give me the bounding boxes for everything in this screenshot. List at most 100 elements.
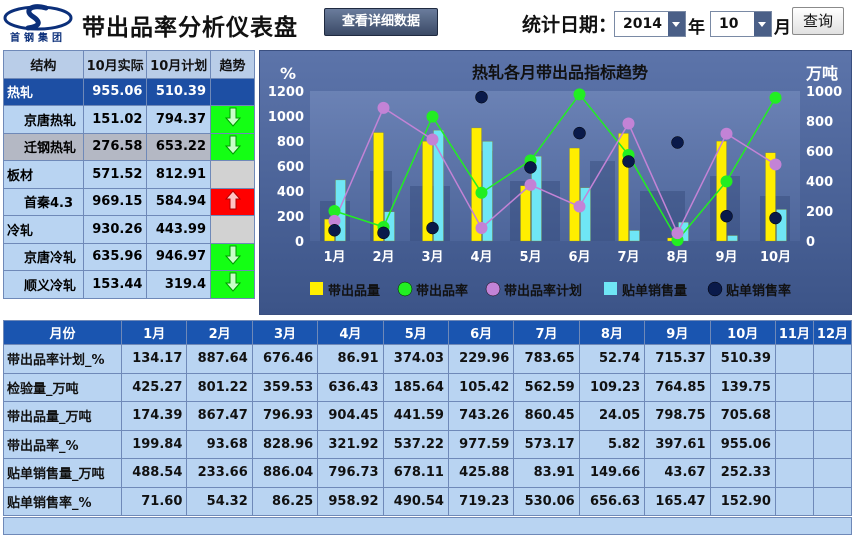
table-cell: 149.66 — [578, 458, 646, 488]
dot-output-rate — [769, 91, 782, 104]
structure-row[interactable]: 首秦4.3 969.15 584.94 — [3, 187, 255, 216]
table-cell — [812, 429, 853, 459]
left-tick-label: 200 — [277, 210, 304, 225]
left-tick-label: 1000 — [268, 110, 304, 125]
table-cell: 86.25 — [251, 486, 319, 516]
right-tick-label: 200 — [806, 205, 833, 220]
dot-output-rate — [475, 186, 488, 199]
x-tick-label: 6月 — [568, 250, 590, 265]
table-cell — [774, 486, 814, 516]
row-label: 检验量_万吨 — [3, 372, 122, 402]
table-cell: 71.60 — [120, 486, 188, 516]
table-cell: 676.46 — [251, 344, 319, 374]
table-cell: 678.11 — [382, 458, 449, 488]
arrow-down-icon — [224, 272, 241, 293]
table-cell: 573.17 — [513, 429, 580, 459]
bar-sales-volume — [727, 235, 738, 242]
table-row: 贴单销售率_% 71.60 54.32 86.25 958.92 490.54 719.23… — [3, 486, 853, 516]
arrow-down-icon — [224, 245, 241, 265]
row-label: 带出品率_% — [3, 429, 122, 459]
table-cell: 886.04 — [251, 458, 319, 488]
table-cell: 165.47 — [644, 486, 711, 516]
x-tick-label: 10月 — [760, 250, 791, 265]
structure-plan-cell: 584.94 — [146, 187, 211, 216]
bar-sales-volume — [629, 230, 640, 242]
table-cell: 397.61 — [644, 429, 711, 459]
dot-output-rate-plan — [769, 158, 782, 171]
table-cell: 52.74 — [578, 344, 646, 374]
legend-output-volume-swatch — [310, 282, 323, 295]
trend-cell — [210, 77, 255, 106]
table-cell: 233.66 — [186, 458, 253, 488]
table-row: 检验量_万吨 425.27 801.22 359.53 636.43 185.64 105.… — [3, 372, 853, 402]
table-cell: 105.42 — [447, 372, 515, 402]
month-col-header: 8月 — [578, 320, 646, 345]
table-row: 带出品率计划_% 134.17 887.64 676.46 86.91 374.03 229… — [3, 344, 853, 374]
structure-row[interactable]: 板材 571.52 812.91 — [3, 160, 255, 189]
dot-output-rate-plan — [720, 127, 733, 140]
table-cell: 887.64 — [186, 344, 253, 374]
structure-actual-cell: 151.02 — [82, 105, 148, 134]
structure-col-header: 趋势 — [210, 50, 255, 79]
legend-output-rate-plan-label: 带出品率计划 — [504, 283, 582, 299]
structure-name-cell: 迁钢热轧 — [3, 132, 84, 161]
month-col-header: 4月 — [317, 320, 384, 345]
bar-output-volume — [716, 141, 727, 242]
table-cell: 134.17 — [120, 344, 188, 374]
structure-row[interactable]: 京唐冷轧 635.96 946.97 — [3, 242, 255, 271]
year-select[interactable]: 2014 — [614, 11, 686, 37]
x-tick-label: 5月 — [519, 250, 541, 265]
table-cell: 24.05 — [578, 401, 646, 431]
structure-row[interactable]: 冷轧 930.26 443.99 — [3, 215, 255, 244]
arrow-up-icon — [224, 189, 241, 210]
shougang-logo — [3, 4, 73, 31]
structure-name-cell: 京唐冷轧 — [3, 242, 84, 271]
row-label: 带出品率计划_% — [3, 344, 122, 374]
bar-sales-volume — [531, 156, 542, 242]
structure-plan-cell: 946.97 — [146, 242, 211, 271]
header-bar: 首钢集团 带出品率分析仪表盘 查看详细数据 统计日期： 2014 年 10 月 … — [0, 0, 855, 48]
table-cell: 359.53 — [251, 372, 319, 402]
table-cell: 530.06 — [513, 486, 580, 516]
month-col-header: 9月 — [644, 320, 711, 345]
year-unit-label: 年 — [688, 18, 705, 38]
month-select[interactable]: 10 — [710, 11, 772, 37]
structure-row[interactable]: 顺义冷轧 153.44 319.4 — [3, 270, 255, 299]
structure-row[interactable]: 迁钢热轧 276.58 653.22 — [3, 132, 255, 161]
table-cell: 705.68 — [709, 401, 776, 431]
table-cell — [812, 486, 853, 516]
table-cell: 321.92 — [317, 429, 384, 459]
table-cell: 828.96 — [251, 429, 319, 459]
left-tick-label: 600 — [277, 160, 304, 175]
query-button[interactable]: 查询 — [792, 7, 844, 35]
table-cell — [774, 429, 814, 459]
monthly-data-table: 月份 1月 2月 3月 4月 5月 6月 7月 8月 9月 10月 11月 12月 带出品率计划_% 13… — [3, 320, 853, 516]
month-col-header: 5月 — [382, 320, 449, 345]
structure-row[interactable]: 热轧 955.06 510.39 — [3, 77, 255, 106]
bar-sales-volume — [776, 209, 787, 242]
structure-row[interactable]: 京唐热轧 151.02 794.37 — [3, 105, 255, 134]
bar-sales-volume — [433, 130, 444, 242]
trend-cell — [210, 215, 255, 244]
table-cell: 764.85 — [644, 372, 711, 402]
table-cell: 139.75 — [709, 372, 776, 402]
table-cell: 743.26 — [447, 401, 515, 431]
structure-name-cell: 顺义冷轧 — [3, 270, 84, 299]
table-cell: 801.22 — [186, 372, 253, 402]
chevron-down-icon[interactable] — [668, 12, 685, 36]
table-cell — [774, 458, 814, 488]
right-tick-label: 1000 — [806, 85, 842, 100]
month-col-header: 11月 — [774, 320, 814, 345]
dot-output-rate — [720, 175, 733, 188]
bar-output-volume — [520, 185, 531, 242]
x-tick-label: 1月 — [323, 250, 345, 265]
table-cell: 93.68 — [186, 429, 253, 459]
page-title: 带出品率分析仪表盘 — [82, 15, 298, 41]
dot-sales-rate — [475, 90, 488, 104]
view-details-button[interactable]: 查看详细数据 — [324, 8, 438, 36]
table-cell: 955.06 — [709, 429, 776, 459]
structure-actual-cell: 635.96 — [82, 242, 148, 271]
legend-output-rate-label: 带出品率 — [416, 283, 468, 299]
month-unit-label: 月 — [774, 18, 791, 38]
chevron-down-icon[interactable] — [754, 12, 771, 36]
